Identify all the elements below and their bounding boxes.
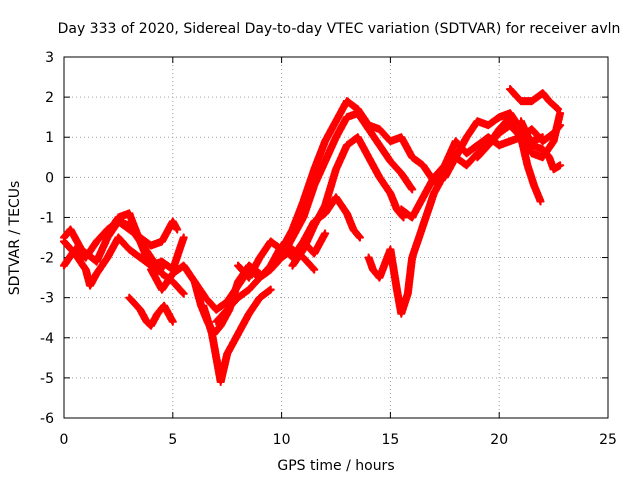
y-tick-label: -2 xyxy=(40,251,54,267)
data-series-track-17 xyxy=(473,113,545,206)
x-tick-label: 25 xyxy=(599,432,617,448)
data-series-track-5 xyxy=(125,293,177,330)
y-tick-label: -6 xyxy=(40,411,54,427)
x-tick-labels: 0 5 10 15 20 25 xyxy=(60,432,617,448)
y-tick-label: 3 xyxy=(45,50,54,66)
data-series-track-7 xyxy=(199,285,275,386)
x-axis-label: GPS time / hours xyxy=(277,458,394,474)
y-tick-label: 2 xyxy=(45,90,54,106)
y-tick-label: 1 xyxy=(45,130,54,146)
x-tick-label: 20 xyxy=(490,432,508,448)
series-layer xyxy=(59,85,565,386)
data-series-track-18 xyxy=(506,85,563,114)
y-tick-label: -3 xyxy=(40,291,54,307)
data-series-track-11 xyxy=(277,109,417,262)
axis-ticks xyxy=(63,56,609,419)
y-tick-label: -1 xyxy=(40,210,54,226)
x-tick-label: 10 xyxy=(273,432,291,448)
y-tick-label: -5 xyxy=(40,371,54,387)
chart-title: Day 333 of 2020, Sidereal Day-to-day VTE… xyxy=(58,21,621,37)
y-tick-label: 0 xyxy=(45,170,54,186)
data-series-track-19 xyxy=(516,117,565,174)
y-axis-label: SDTVAR / TECUs xyxy=(7,181,23,296)
data-series-track-13 xyxy=(299,193,364,246)
y-tick-labels: -6 -5 -4 -3 -2 -1 0 1 2 3 xyxy=(40,50,54,427)
y-tick-label: -4 xyxy=(40,331,54,347)
x-tick-label: 0 xyxy=(60,432,69,448)
x-tick-label: 15 xyxy=(381,432,399,448)
x-tick-label: 5 xyxy=(168,432,177,448)
